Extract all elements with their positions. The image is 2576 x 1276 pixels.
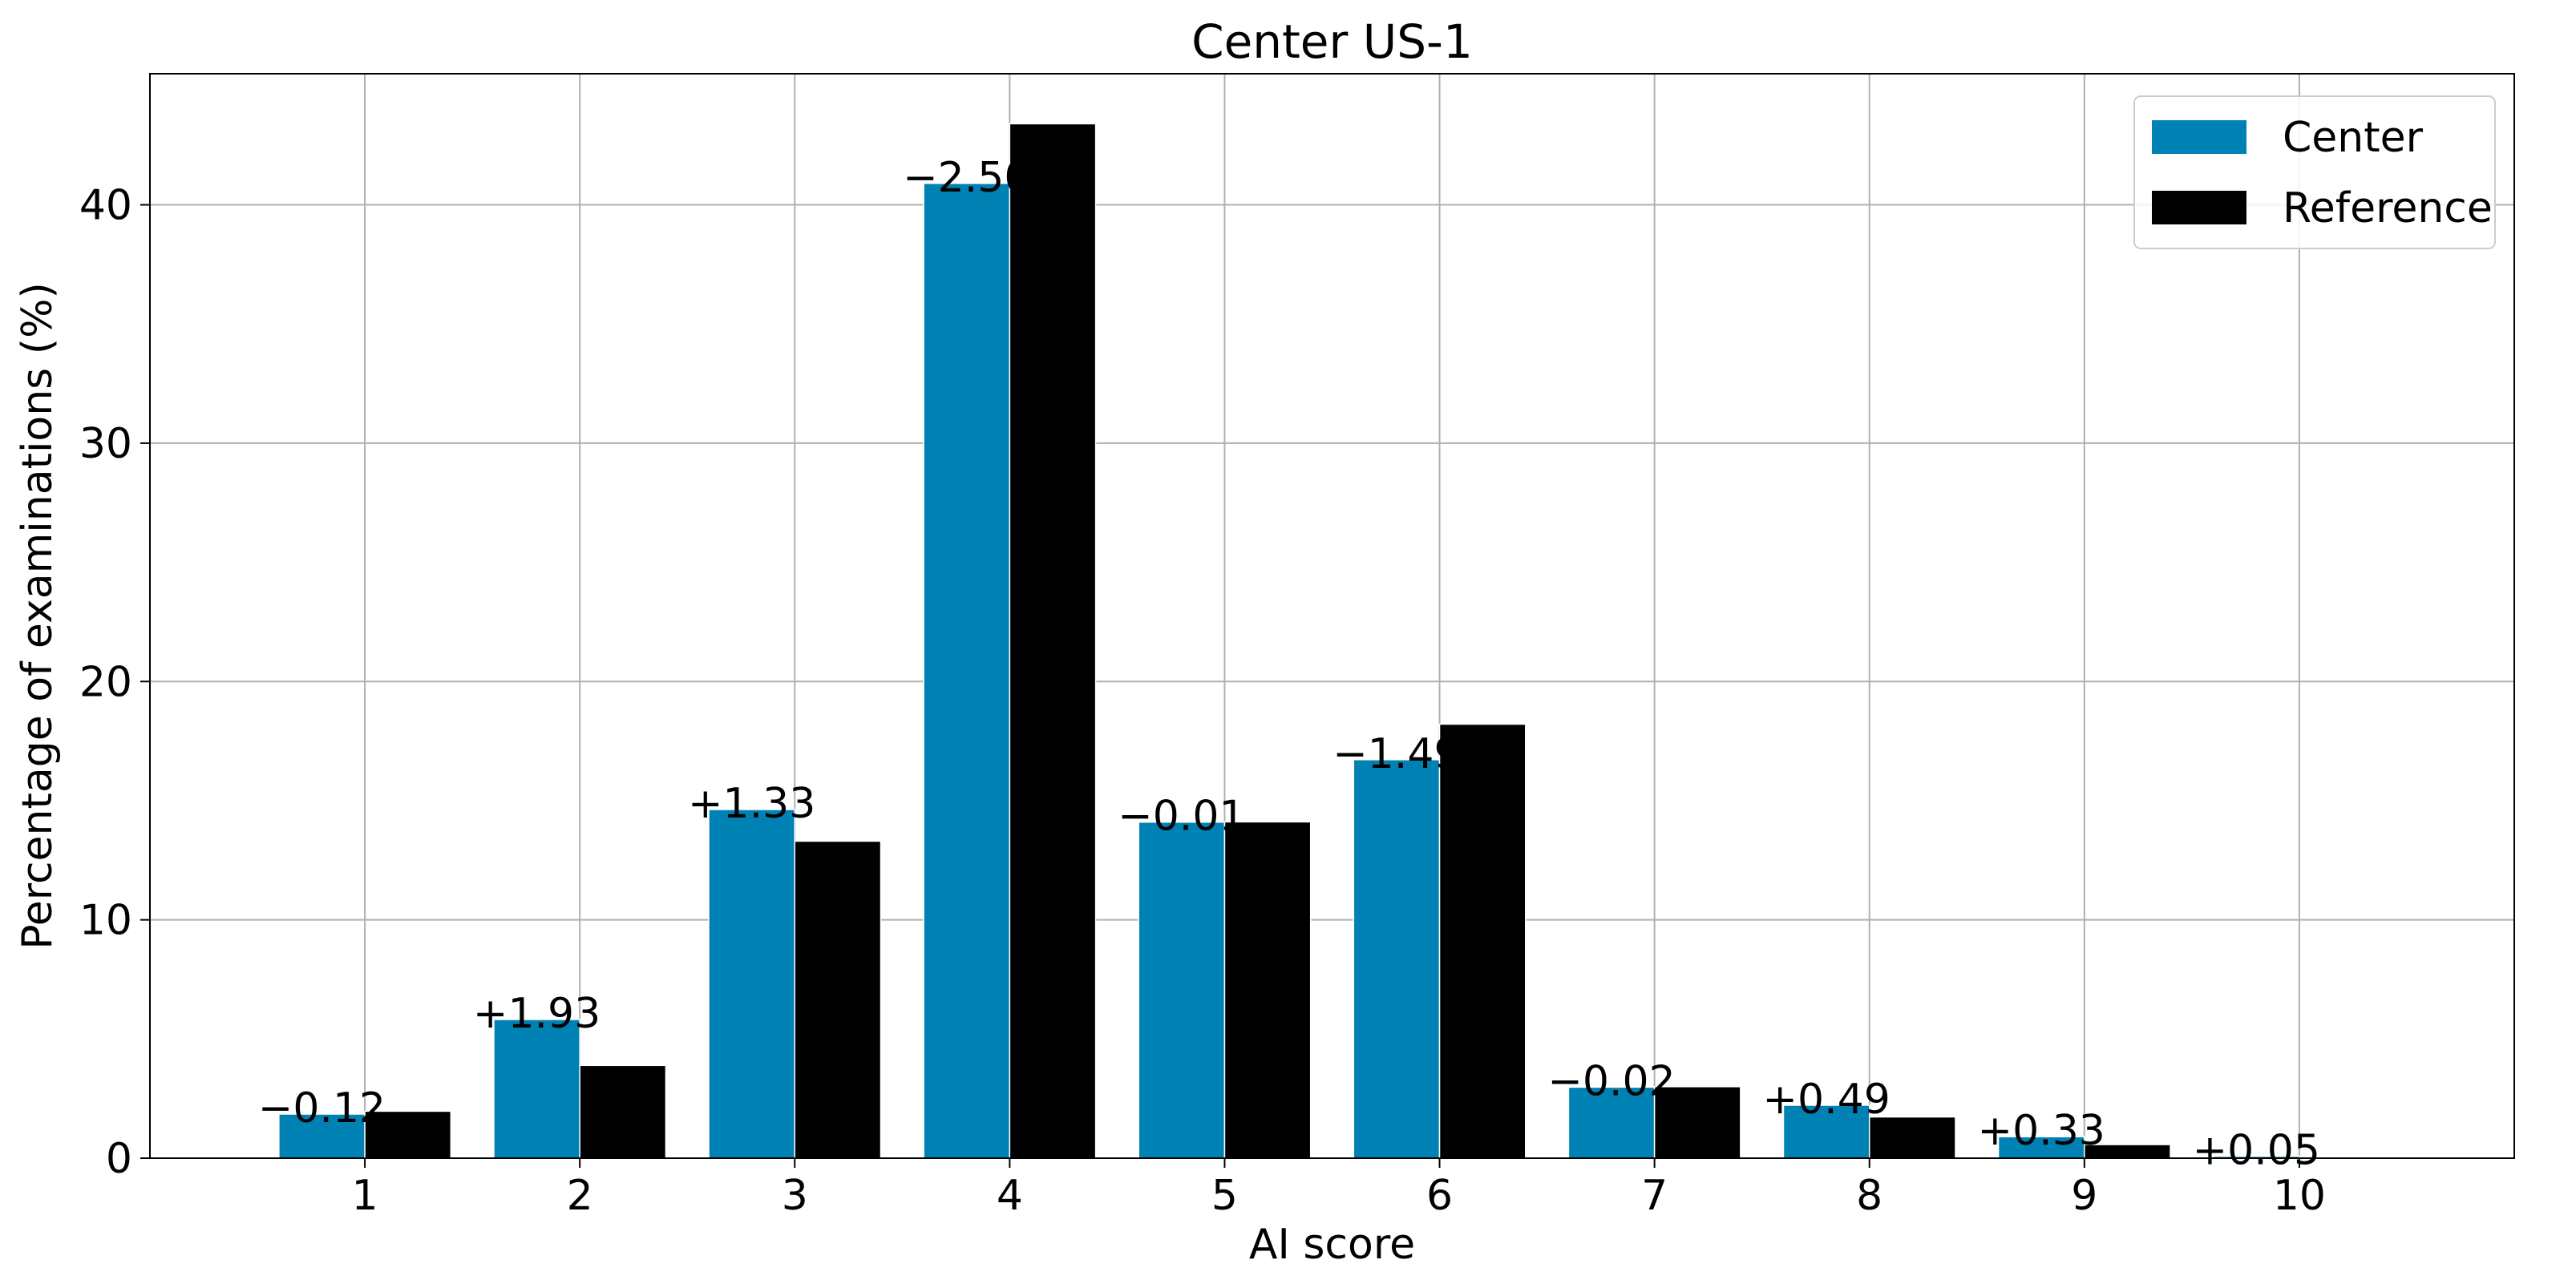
- bar-center: [923, 183, 1011, 1159]
- bar-center: [493, 1019, 580, 1159]
- x-tick-label: 8: [1856, 1172, 1882, 1220]
- bar-difference-label: +0.49: [1762, 1076, 1890, 1124]
- bar-difference-label: +0.05: [2193, 1127, 2320, 1175]
- x-tick-label: 2: [567, 1172, 593, 1220]
- bar-center: [1782, 1104, 1870, 1159]
- bar-reference: [794, 840, 882, 1159]
- bar-center: [1353, 759, 1441, 1159]
- bar-difference-label: +1.33: [688, 780, 815, 828]
- plot-frame: [149, 73, 2515, 1159]
- legend-label-center: Center: [2283, 114, 2424, 162]
- data-labels: −0.12 +1.93 +1.33 −2.50 −0.01 −1.49 −0.02 +0.49…: [258, 154, 2320, 1175]
- bar-reference: [1009, 123, 1097, 1159]
- bar-difference-label: −1.49: [1332, 730, 1460, 778]
- bar-reference: [1653, 1086, 1741, 1159]
- y-tick-label: 10: [79, 897, 132, 945]
- bar-difference-label: −2.50: [903, 154, 1030, 202]
- x-tick-label: 9: [2071, 1172, 2097, 1220]
- axis-ticks: 1 2 3 4 5 6 7 8 9 10 0 10 20 30 40: [79, 182, 2326, 1220]
- y-tick-label: 0: [106, 1135, 132, 1183]
- bar-reference: [579, 1064, 667, 1159]
- x-tick-label: 7: [1641, 1172, 1668, 1220]
- x-tick-label: 6: [1426, 1172, 1453, 1220]
- x-tick-label: 4: [997, 1172, 1023, 1220]
- x-tick-label: 10: [2273, 1172, 2326, 1220]
- bar-reference: [1223, 821, 1312, 1159]
- bar-reference: [364, 1110, 452, 1159]
- legend-swatch-reference: [2152, 191, 2246, 224]
- legend-label-reference: Reference: [2283, 184, 2493, 232]
- x-tick-label: 3: [782, 1172, 808, 1220]
- y-tick-label: 40: [79, 182, 132, 230]
- bars: [278, 123, 2386, 1159]
- bar-difference-label: −0.02: [1547, 1057, 1675, 1105]
- bar-reference: [1438, 723, 1527, 1159]
- legend-swatch-center: [2152, 120, 2246, 154]
- legend: Center Reference: [2133, 95, 2496, 249]
- bar-center: [1567, 1086, 1656, 1159]
- bar-reference: [1868, 1116, 1956, 1159]
- bar-difference-label: −0.12: [258, 1084, 386, 1133]
- y-tick-label: 20: [79, 658, 132, 706]
- x-axis-label: AI score: [1249, 1221, 1415, 1269]
- bar-difference-label: −0.01: [1118, 793, 1245, 841]
- y-tick-label: 30: [79, 420, 132, 468]
- bar-difference-label: +0.33: [1978, 1107, 2105, 1155]
- bar-center: [708, 809, 796, 1159]
- bar-difference-label: +1.93: [473, 990, 601, 1038]
- x-tick-label: 5: [1211, 1172, 1238, 1220]
- grid: [150, 74, 2514, 1158]
- y-axis-label: Percentage of examinations (%): [14, 282, 62, 950]
- bar-center: [1138, 821, 1226, 1159]
- x-tick-label: 1: [352, 1172, 378, 1220]
- chart-title: Center US-1: [1191, 14, 1473, 69]
